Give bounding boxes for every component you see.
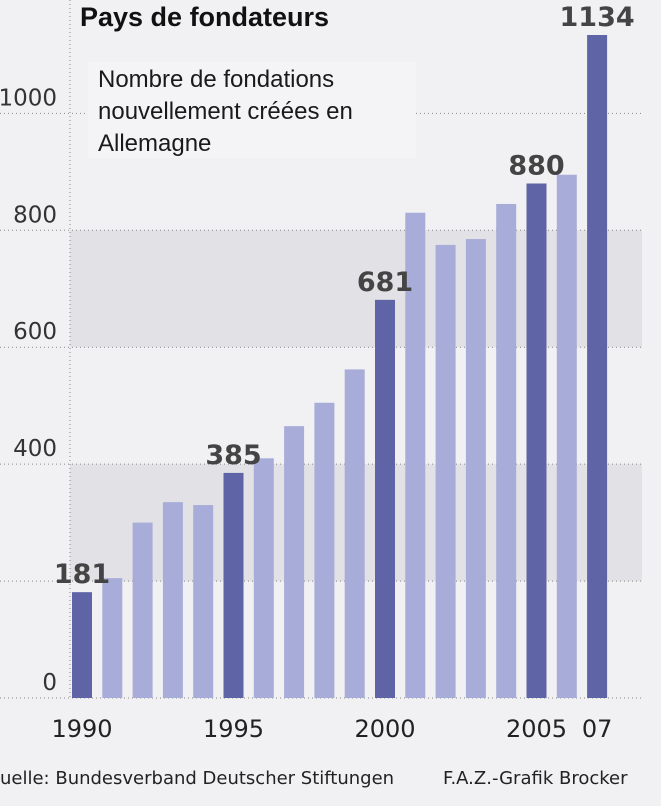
y-tick-label-600: 600: [13, 319, 57, 345]
bar-2000: [375, 299, 395, 698]
bar-2003: [465, 239, 486, 698]
bar-1994: [193, 505, 214, 698]
source-note: uelle: Bundesverband Deutscher Stiftunge…: [0, 768, 394, 789]
credit-note: F.A.Z.-Grafik Brocker: [443, 768, 628, 789]
bar-1992: [132, 522, 153, 698]
x-tick-label-2005: 2005: [506, 715, 567, 743]
y-tick-label-800: 800: [13, 202, 57, 228]
x-tick-label-2000: 2000: [354, 715, 415, 743]
bar-1995: [223, 472, 244, 698]
bar-2002: [435, 244, 456, 698]
x-tick-labels: 1990 1995 2000 2005 07: [51, 715, 612, 743]
bar-1996: [253, 458, 274, 698]
bar-2001: [405, 212, 426, 698]
bar-1999: [344, 369, 365, 698]
data-label-2005: 880: [508, 151, 564, 182]
subtitle-box: [88, 62, 416, 158]
data-label-1990: 181: [54, 559, 110, 590]
bar-2007: [587, 35, 608, 698]
bar-1993: [162, 502, 183, 698]
data-label-1995: 385: [205, 440, 261, 471]
bar-2004: [496, 203, 517, 698]
x-tick-label-2007: 07: [582, 715, 613, 743]
bar-1998: [314, 402, 335, 698]
background-band: [70, 230, 642, 348]
subtitle-line-1: Nombre de fondations: [98, 66, 334, 93]
y-tick-label-1000: 1000: [0, 85, 57, 111]
subtitle-line-2: nouvellement créées en: [98, 98, 353, 125]
x-tick-label-1995: 1995: [203, 715, 264, 743]
chart-title: Pays de fondateurs: [80, 2, 329, 32]
y-tick-labels: 0 400 600 800 1000: [0, 85, 57, 696]
bar-2006: [556, 174, 577, 699]
data-label-2000: 681: [357, 267, 413, 298]
y-tick-label-0: 0: [42, 670, 57, 696]
data-label-2007: 1134: [560, 2, 635, 33]
subtitle-line-3: Allemagne: [98, 130, 211, 157]
bar-1990: [72, 592, 92, 698]
bar-1991: [102, 578, 123, 698]
x-tick-label-1990: 1990: [51, 715, 112, 743]
data-labels: 181 385 681 880 1134: [54, 2, 635, 590]
bars: [72, 35, 608, 699]
bar-2005: [526, 183, 547, 699]
bar-1997: [284, 426, 305, 698]
y-tick-label-400: 400: [13, 436, 57, 462]
